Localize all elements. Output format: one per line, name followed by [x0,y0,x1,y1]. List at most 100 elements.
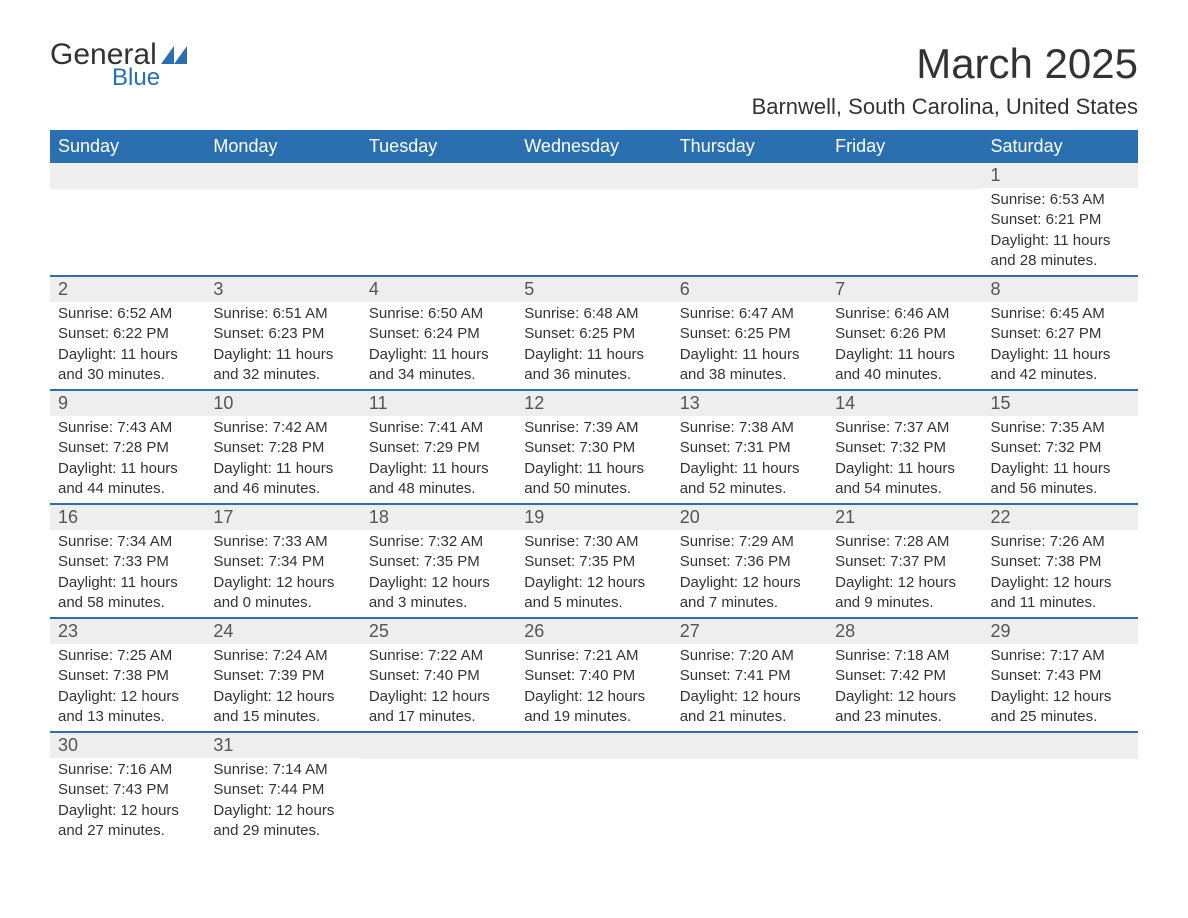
calendar-week-row: 30Sunrise: 7:16 AMSunset: 7:43 PMDayligh… [50,732,1138,845]
calendar-day-cell: 29Sunrise: 7:17 AMSunset: 7:43 PMDayligh… [983,618,1138,732]
calendar-day-cell [983,732,1138,845]
calendar-week-row: 9Sunrise: 7:43 AMSunset: 7:28 PMDaylight… [50,390,1138,504]
day-details: Sunrise: 7:30 AMSunset: 7:35 PMDaylight:… [516,530,671,617]
sunrise-line: Sunrise: 7:28 AM [835,532,974,552]
calendar-day-cell [672,163,827,276]
day-number: 22 [983,505,1138,530]
sunrise-line: Sunrise: 7:25 AM [58,646,197,666]
sunrise-line: Sunrise: 7:24 AM [213,646,352,666]
day-number: 6 [672,277,827,302]
calendar-day-cell: 21Sunrise: 7:28 AMSunset: 7:37 PMDayligh… [827,504,982,618]
day-number: 21 [827,505,982,530]
calendar-day-cell: 3Sunrise: 6:51 AMSunset: 6:23 PMDaylight… [205,276,360,390]
calendar-day-cell: 17Sunrise: 7:33 AMSunset: 7:34 PMDayligh… [205,504,360,618]
calendar-day-cell [672,732,827,845]
day-number: 7 [827,277,982,302]
daylight-line: Daylight: 12 hours and 23 minutes. [835,687,974,728]
weekday-header: Thursday [672,130,827,163]
day-number: 12 [516,391,671,416]
sunrise-line: Sunrise: 7:16 AM [58,760,197,780]
calendar-day-cell: 6Sunrise: 6:47 AMSunset: 6:25 PMDaylight… [672,276,827,390]
day-details: Sunrise: 7:37 AMSunset: 7:32 PMDaylight:… [827,416,982,503]
day-number: 4 [361,277,516,302]
day-number: 25 [361,619,516,644]
sunrise-line: Sunrise: 7:33 AM [213,532,352,552]
daylight-line: Daylight: 11 hours and 28 minutes. [991,231,1130,272]
day-number: 8 [983,277,1138,302]
calendar-day-cell: 25Sunrise: 7:22 AMSunset: 7:40 PMDayligh… [361,618,516,732]
day-details: Sunrise: 7:32 AMSunset: 7:35 PMDaylight:… [361,530,516,617]
calendar-day-cell: 5Sunrise: 6:48 AMSunset: 6:25 PMDaylight… [516,276,671,390]
calendar-day-cell: 14Sunrise: 7:37 AMSunset: 7:32 PMDayligh… [827,390,982,504]
sunrise-line: Sunrise: 7:42 AM [213,418,352,438]
day-details: Sunrise: 7:42 AMSunset: 7:28 PMDaylight:… [205,416,360,503]
sunset-line: Sunset: 7:38 PM [991,552,1130,572]
calendar-day-cell [361,163,516,276]
day-number: 16 [50,505,205,530]
daylight-line: Daylight: 12 hours and 19 minutes. [524,687,663,728]
daylight-line: Daylight: 12 hours and 25 minutes. [991,687,1130,728]
day-number: 24 [205,619,360,644]
sunrise-line: Sunrise: 7:32 AM [369,532,508,552]
daylight-line: Daylight: 11 hours and 52 minutes. [680,459,819,500]
sunset-line: Sunset: 6:22 PM [58,324,197,344]
day-details: Sunrise: 6:48 AMSunset: 6:25 PMDaylight:… [516,302,671,389]
daylight-line: Daylight: 11 hours and 58 minutes. [58,573,197,614]
day-number: 30 [50,733,205,758]
daylight-line: Daylight: 11 hours and 46 minutes. [213,459,352,500]
calendar-day-cell: 28Sunrise: 7:18 AMSunset: 7:42 PMDayligh… [827,618,982,732]
header: General Blue March 2025 Barnwell, South … [50,40,1138,120]
daylight-line: Daylight: 12 hours and 13 minutes. [58,687,197,728]
day-details: Sunrise: 7:16 AMSunset: 7:43 PMDaylight:… [50,758,205,845]
day-number [205,163,360,189]
calendar-week-row: 1Sunrise: 6:53 AMSunset: 6:21 PMDaylight… [50,163,1138,276]
day-details: Sunrise: 7:22 AMSunset: 7:40 PMDaylight:… [361,644,516,731]
day-number [672,733,827,759]
day-number: 13 [672,391,827,416]
day-details: Sunrise: 6:47 AMSunset: 6:25 PMDaylight:… [672,302,827,389]
calendar-day-cell: 20Sunrise: 7:29 AMSunset: 7:36 PMDayligh… [672,504,827,618]
day-number [827,733,982,759]
sunset-line: Sunset: 7:42 PM [835,666,974,686]
sunrise-line: Sunrise: 6:53 AM [991,190,1130,210]
day-number: 11 [361,391,516,416]
sunset-line: Sunset: 7:40 PM [369,666,508,686]
calendar-day-cell: 26Sunrise: 7:21 AMSunset: 7:40 PMDayligh… [516,618,671,732]
sunrise-line: Sunrise: 7:35 AM [991,418,1130,438]
day-number: 29 [983,619,1138,644]
sunrise-line: Sunrise: 7:20 AM [680,646,819,666]
day-details: Sunrise: 7:34 AMSunset: 7:33 PMDaylight:… [50,530,205,617]
sunset-line: Sunset: 6:23 PM [213,324,352,344]
day-details: Sunrise: 7:17 AMSunset: 7:43 PMDaylight:… [983,644,1138,731]
day-number: 28 [827,619,982,644]
logo-flag-icon [161,46,187,64]
calendar-day-cell: 11Sunrise: 7:41 AMSunset: 7:29 PMDayligh… [361,390,516,504]
sunset-line: Sunset: 6:26 PM [835,324,974,344]
sunset-line: Sunset: 7:43 PM [991,666,1130,686]
day-details: Sunrise: 6:45 AMSunset: 6:27 PMDaylight:… [983,302,1138,389]
day-number: 15 [983,391,1138,416]
calendar-day-cell: 2Sunrise: 6:52 AMSunset: 6:22 PMDaylight… [50,276,205,390]
day-number: 19 [516,505,671,530]
day-number: 20 [672,505,827,530]
sunrise-line: Sunrise: 6:48 AM [524,304,663,324]
sunset-line: Sunset: 6:25 PM [524,324,663,344]
daylight-line: Daylight: 11 hours and 32 minutes. [213,345,352,386]
calendar-day-cell: 7Sunrise: 6:46 AMSunset: 6:26 PMDaylight… [827,276,982,390]
day-details: Sunrise: 7:43 AMSunset: 7:28 PMDaylight:… [50,416,205,503]
day-number [672,163,827,189]
sunset-line: Sunset: 7:28 PM [213,438,352,458]
day-number: 26 [516,619,671,644]
calendar-day-cell: 18Sunrise: 7:32 AMSunset: 7:35 PMDayligh… [361,504,516,618]
calendar-day-cell: 22Sunrise: 7:26 AMSunset: 7:38 PMDayligh… [983,504,1138,618]
daylight-line: Daylight: 12 hours and 21 minutes. [680,687,819,728]
calendar-day-cell [361,732,516,845]
sunrise-line: Sunrise: 7:30 AM [524,532,663,552]
logo: General Blue [50,40,187,90]
title-block: March 2025 Barnwell, South Carolina, Uni… [752,40,1138,120]
sunset-line: Sunset: 7:31 PM [680,438,819,458]
day-details: Sunrise: 6:50 AMSunset: 6:24 PMDaylight:… [361,302,516,389]
weekday-header: Saturday [983,130,1138,163]
sunrise-line: Sunrise: 6:45 AM [991,304,1130,324]
day-details: Sunrise: 7:38 AMSunset: 7:31 PMDaylight:… [672,416,827,503]
